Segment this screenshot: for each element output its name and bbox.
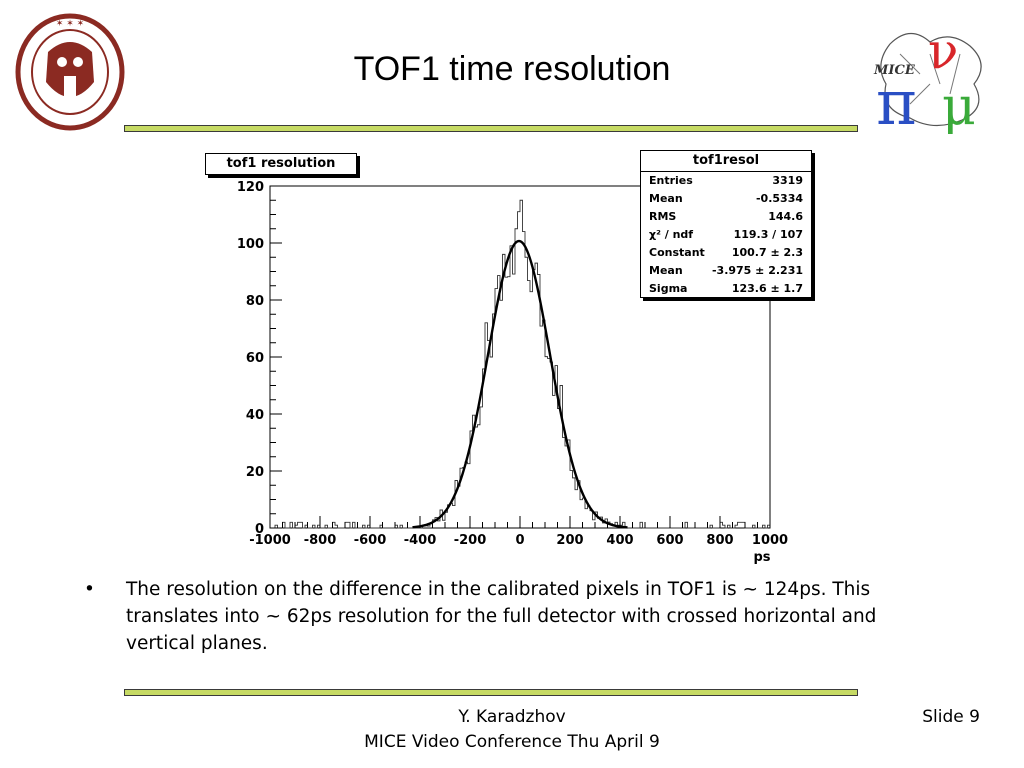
histogram-bars — [270, 199, 771, 529]
bullet-text: The resolution on the difference in the … — [126, 579, 877, 654]
x-tick-label: -1000 — [249, 533, 291, 548]
x-tick-label: 600 — [656, 533, 683, 548]
y-tick-label: 120 — [237, 180, 264, 195]
stats-label: Mean — [649, 192, 683, 205]
y-tick-label: 80 — [246, 294, 264, 309]
x-tick-label: -400 — [404, 533, 437, 548]
svg-text:MICE: MICE — [873, 63, 916, 78]
stats-value: 123.6 ± 1.7 — [731, 282, 803, 295]
histogram-title: tof1 resolution — [205, 153, 357, 175]
x-tick-label: 200 — [556, 533, 583, 548]
x-tick-label: 400 — [606, 533, 633, 548]
y-tick-label: 20 — [246, 465, 264, 480]
bullet-point: • The resolution on the difference in th… — [84, 576, 944, 657]
histogram-plot: 0 20 40 60 80 100 120 -1000 -800 -600 -400 -200 0 200… — [205, 148, 812, 568]
footer-center: Y. Karadzhov MICE Video Conference Thu A… — [312, 705, 712, 755]
stats-row: Mean -0.5334 — [641, 190, 811, 208]
stats-name: tof1resol — [641, 151, 811, 172]
slide-title: TOF1 time resolution — [353, 50, 671, 88]
x-tick-label: -200 — [454, 533, 487, 548]
university-seal-logo: ✶ ✶ ✶ — [14, 12, 126, 132]
x-tick-label: 1000 — [752, 533, 788, 548]
stats-value: 144.6 — [768, 210, 803, 223]
stats-row: RMS 144.6 — [641, 208, 811, 226]
footer-author: Y. Karadzhov — [458, 707, 566, 727]
stats-box: tof1resol Entries 3319 Mean -0.5334 RMS 144.6… — [640, 150, 812, 298]
x-tick-label: 800 — [706, 533, 733, 548]
stats-value: -0.5334 — [755, 192, 803, 205]
y-tick-label: 0 — [255, 522, 264, 537]
x-tick-label: -800 — [304, 533, 337, 548]
stats-rows: Entries 3319 Mean -0.5334 RMS 144.6 χ² / ndf 11… — [641, 172, 811, 298]
stats-row: Sigma 123.6 ± 1.7 — [641, 280, 811, 298]
gaussian-fit-curve — [412, 239, 628, 529]
y-tick-label: 60 — [246, 351, 264, 366]
y-tick-label: 100 — [237, 237, 264, 252]
y-tick-label: 40 — [246, 408, 264, 423]
footer-event: MICE Video Conference Thu April 9 — [364, 732, 660, 752]
stats-label: Entries — [649, 174, 693, 187]
stats-value: 119.3 / 107 — [733, 228, 803, 241]
bullet-dot: • — [84, 579, 95, 600]
slide-number-value: 9 — [969, 707, 980, 727]
stats-label: χ² / ndf — [649, 228, 694, 241]
stats-row: Constant 100.7 ± 2.3 — [641, 244, 811, 262]
svg-text:π: π — [876, 66, 917, 134]
bottom-rule — [124, 689, 858, 696]
svg-text:μ: μ — [942, 77, 976, 134]
stats-row: Entries 3319 — [641, 172, 811, 190]
x-axis-label: ps — [753, 550, 770, 565]
stats-value: 3319 — [772, 174, 803, 187]
svg-text:✶ ✶ ✶: ✶ ✶ ✶ — [56, 19, 84, 29]
top-rule — [124, 125, 858, 132]
stats-value: 100.7 ± 2.3 — [731, 246, 803, 259]
slide-number: Slide 9 — [890, 705, 980, 730]
stats-label: Mean — [649, 264, 683, 277]
stats-value: -3.975 ± 2.231 — [711, 264, 803, 277]
stats-row: Mean -3.975 ± 2.231 — [641, 262, 811, 280]
stats-row: χ² / ndf 119.3 / 107 — [641, 226, 811, 244]
svg-text:ν: ν — [928, 24, 958, 80]
mice-logo: MICE π ν μ — [870, 22, 1000, 139]
x-tick-label: -600 — [354, 533, 387, 548]
x-tick-label: 0 — [515, 533, 524, 548]
stats-label: Constant — [649, 246, 705, 259]
stats-label: RMS — [649, 210, 677, 223]
slide-label: Slide — [922, 707, 964, 727]
stats-label: Sigma — [649, 282, 688, 295]
